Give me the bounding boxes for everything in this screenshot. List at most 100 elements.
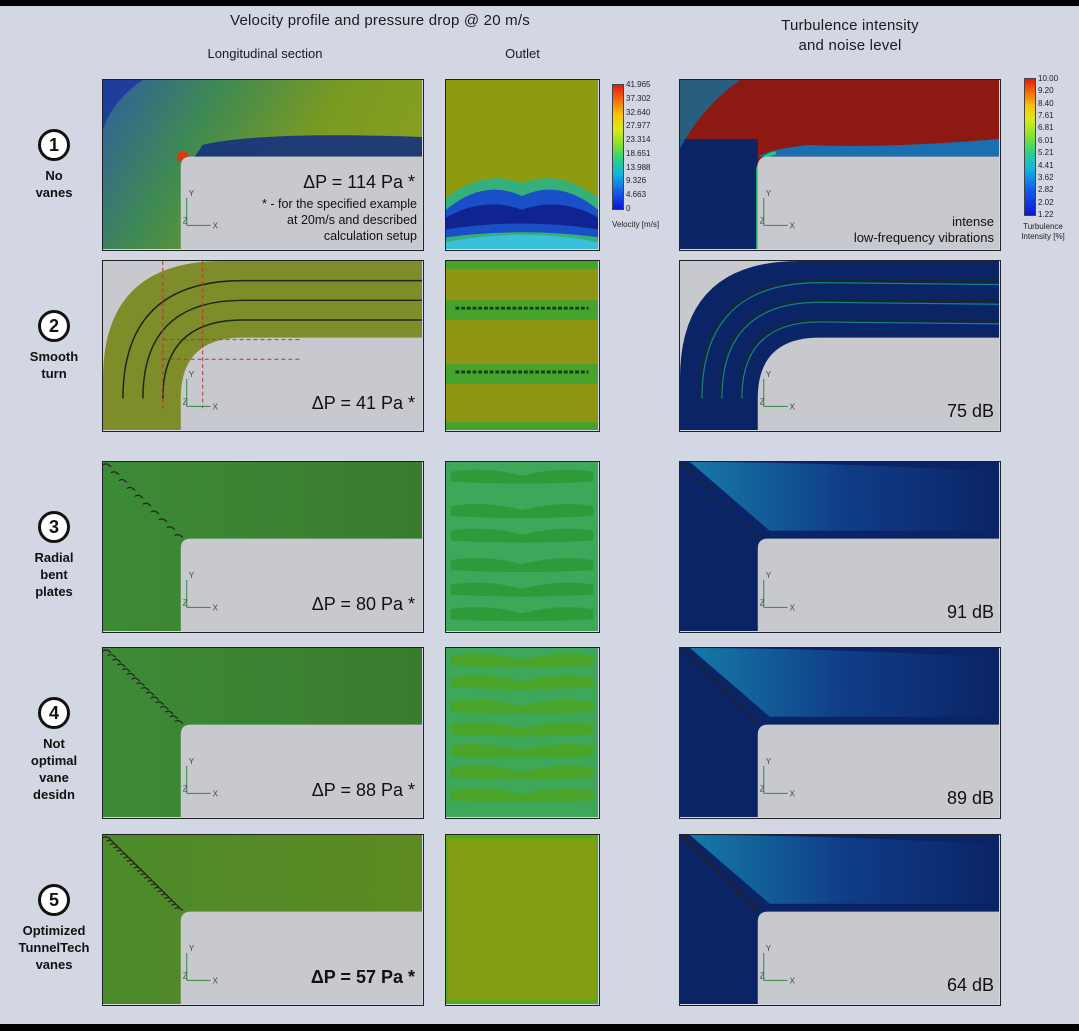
velocity-section-panel: Y Z X ΔP = 57 Pa * bbox=[102, 834, 424, 1006]
outlet-panel bbox=[445, 461, 600, 633]
axis-y-label: Y bbox=[189, 370, 195, 379]
row-number-badge: 2 bbox=[38, 310, 70, 342]
legend-tick: 13.988 bbox=[626, 162, 651, 172]
axis-x-label: X bbox=[790, 221, 796, 230]
row-label: 1 No vanes bbox=[0, 129, 108, 201]
velocity-section-panel: Y Z X ΔP = 88 Pa * bbox=[102, 647, 424, 819]
row-name: Optimized TunnelTech vanes bbox=[18, 923, 90, 972]
turbulence-legend-title-line2: Intensity [%] bbox=[1021, 232, 1065, 241]
row-number-badge: 4 bbox=[38, 697, 70, 729]
turbulence-panel: Y Z X 89 dB bbox=[679, 647, 1001, 819]
turbulence-note-line: low-frequency vibrations bbox=[853, 230, 994, 245]
legend-tick: 2.82 bbox=[1038, 185, 1054, 195]
axis-z-label: Z bbox=[183, 398, 188, 407]
pressure-drop-label: ΔP = 41 Pa * bbox=[311, 393, 415, 413]
axis-x-label: X bbox=[213, 976, 219, 985]
legend-tick: 37.302 bbox=[626, 93, 651, 103]
axis-x-label: X bbox=[213, 789, 219, 798]
row-number-badge: 3 bbox=[38, 511, 70, 543]
axis-triad: Y Z X bbox=[760, 571, 796, 612]
axis-x-label: X bbox=[790, 402, 796, 411]
longitudinal-header: Longitudinal section bbox=[207, 46, 323, 61]
row-name: Not optimal vane desidn bbox=[30, 736, 78, 802]
legend-tick: 0 bbox=[626, 204, 631, 213]
axis-triad: Y Z X bbox=[760, 757, 796, 798]
footnote-line: * - for the specified example bbox=[262, 197, 417, 211]
axis-x-label: X bbox=[213, 603, 219, 612]
row-name: No vanes bbox=[35, 168, 73, 200]
noise-level-label: 91 dB bbox=[946, 602, 994, 622]
axis-z-label: Z bbox=[183, 217, 188, 226]
legend-tick: 9.326 bbox=[626, 176, 647, 186]
axis-y-label: Y bbox=[766, 944, 772, 953]
outlet-panel bbox=[445, 647, 600, 819]
pressure-drop-label: ΔP = 57 Pa * bbox=[310, 967, 415, 987]
axis-x-label: X bbox=[213, 402, 219, 411]
axis-y-label: Y bbox=[189, 571, 195, 580]
axis-y-label: Y bbox=[766, 757, 772, 766]
legend-tick: 5.21 bbox=[1038, 148, 1054, 158]
row-number-badge: 1 bbox=[38, 129, 70, 161]
axis-x-label: X bbox=[790, 976, 796, 985]
axis-y-label: Y bbox=[766, 189, 772, 198]
legend-tick: 23.314 bbox=[626, 135, 651, 145]
axis-z-label: Z bbox=[760, 217, 765, 226]
axis-z-label: Z bbox=[760, 398, 765, 407]
axis-x-label: X bbox=[790, 789, 796, 798]
row-label: 5 Optimized TunnelTech vanes bbox=[0, 884, 108, 973]
turbulence-legend-title-line1: Turbulence bbox=[1023, 222, 1063, 231]
legend-tick: 27.977 bbox=[626, 121, 651, 131]
turbulence-legend-title: Turbulence Intensity [%] bbox=[1018, 222, 1068, 242]
axis-triad: Y Z X bbox=[183, 571, 219, 612]
pressure-drop-label: ΔP = 114 Pa * bbox=[303, 172, 415, 192]
legend-tick: 41.965 bbox=[626, 80, 651, 89]
pressure-drop-footnote: * - for the specified example at 20m/s an… bbox=[262, 196, 417, 244]
legend-tick: 18.651 bbox=[626, 148, 651, 158]
turbulence-header-line2: and noise level bbox=[798, 37, 902, 54]
axis-z-label: Z bbox=[760, 599, 765, 608]
legend-tick: 4.663 bbox=[626, 190, 647, 200]
turbulence-colorbar bbox=[1024, 78, 1036, 216]
turbulence-note: intense low-frequency vibrations bbox=[854, 214, 994, 246]
row-label: 2 Smooth turn bbox=[0, 310, 108, 382]
row-label: 4 Not optimal vane desidn bbox=[0, 697, 108, 803]
row-name: Smooth turn bbox=[29, 349, 79, 381]
axis-y-label: Y bbox=[766, 370, 772, 379]
legend-tick: 4.41 bbox=[1038, 160, 1054, 170]
noise-level-label: 89 dB bbox=[946, 788, 994, 808]
legend-tick: 8.40 bbox=[1038, 98, 1054, 108]
axis-triad: Y Z X bbox=[183, 370, 219, 411]
axis-triad: Y Z X bbox=[760, 370, 796, 411]
axis-y-label: Y bbox=[766, 571, 772, 580]
axis-triad: Y Z X bbox=[760, 944, 796, 985]
outlet-panel bbox=[445, 79, 600, 251]
legend-tick: 10.00 bbox=[1038, 74, 1059, 83]
row-label: 3 Radial bent plates bbox=[0, 511, 108, 600]
legend-tick: 3.62 bbox=[1038, 172, 1054, 182]
velocity-header: Velocity profile and pressure drop @ 20 … bbox=[230, 12, 530, 29]
axis-z-label: Z bbox=[760, 972, 765, 981]
noise-level-label: 75 dB bbox=[946, 401, 994, 421]
axis-z-label: Z bbox=[183, 972, 188, 981]
legend-tick: 2.02 bbox=[1038, 197, 1054, 207]
axis-y-label: Y bbox=[189, 189, 195, 198]
turbulence-note-line: intense bbox=[952, 214, 994, 229]
legend-tick: 6.81 bbox=[1038, 123, 1054, 133]
turbulence-header-line1: Turbulence intensity bbox=[781, 17, 919, 34]
legend-tick: 1.22 bbox=[1038, 210, 1054, 219]
legend-tick: 32.640 bbox=[626, 107, 651, 117]
axis-z-label: Z bbox=[183, 599, 188, 608]
footnote-line: at 20m/s and described bbox=[287, 213, 417, 227]
axis-triad: Y Z X bbox=[183, 944, 219, 985]
outlet-panel bbox=[445, 260, 600, 432]
legend-tick: 6.01 bbox=[1038, 135, 1054, 145]
turbulence-header: Turbulence intensity and noise level bbox=[700, 16, 1000, 56]
turbulence-panel: Y Z X 64 dB bbox=[679, 834, 1001, 1006]
axis-x-label: X bbox=[790, 603, 796, 612]
turbulence-panel: Y Z X 75 dB bbox=[679, 260, 1001, 432]
axis-triad: Y Z X bbox=[183, 189, 219, 230]
legend-tick: 9.20 bbox=[1038, 86, 1054, 96]
axis-z-label: Z bbox=[183, 785, 188, 794]
axis-x-label: X bbox=[213, 221, 219, 230]
